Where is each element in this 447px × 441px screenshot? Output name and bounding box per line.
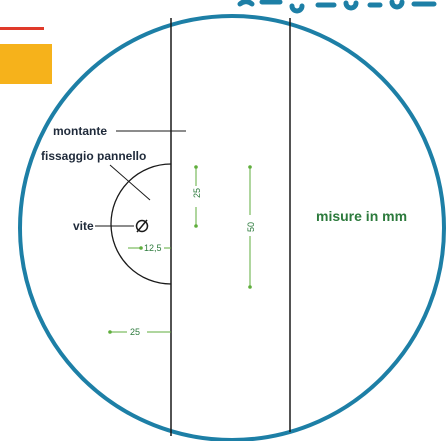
fixing-semicircle [110, 163, 172, 285]
screw-icon [135, 219, 149, 233]
label-vite: vite [73, 219, 94, 233]
header-decoration [232, 0, 447, 9]
measure-50-vertical: 50 [246, 165, 256, 289]
orange-accent-block [0, 44, 52, 84]
measure-12-5-label: 12,5 [144, 243, 162, 253]
measure-12-5: 12,5 [128, 243, 171, 253]
label-fissaggio-pannello: fissaggio pannello [41, 149, 146, 163]
leader-fissaggio [109, 164, 151, 201]
measure-25-horizontal-label: 25 [130, 327, 140, 337]
red-accent-bar [0, 27, 44, 30]
measure-50-vertical-label: 50 [246, 222, 256, 232]
units-note: misure in mm [316, 208, 407, 224]
measure-25-vertical-label: 25 [192, 188, 202, 198]
detail-circle [18, 14, 446, 441]
label-montante: montante [53, 124, 107, 138]
measure-25-vertical: 25 [192, 165, 202, 228]
measure-25-horizontal: 25 [108, 327, 171, 337]
header-fragment [232, 0, 447, 14]
